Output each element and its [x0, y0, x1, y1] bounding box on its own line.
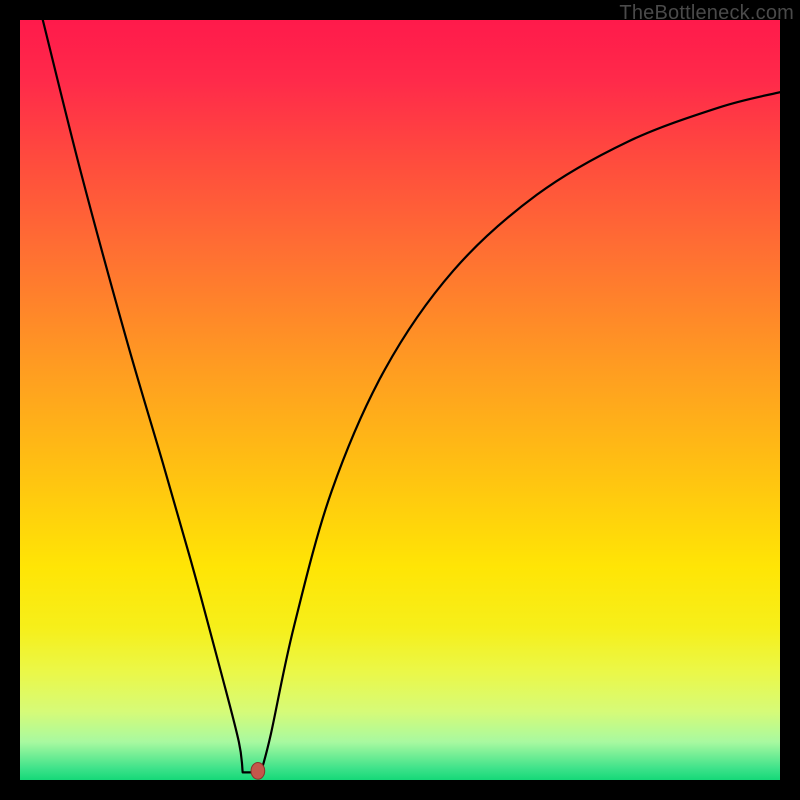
- optimal-point-marker: [251, 763, 265, 780]
- watermark-text: TheBottleneck.com: [619, 2, 794, 25]
- plot-area: [20, 20, 780, 780]
- gradient-background: [20, 20, 780, 780]
- chart-frame: TheBottleneck.com: [0, 0, 800, 800]
- bottleneck-curve-chart: [20, 20, 780, 780]
